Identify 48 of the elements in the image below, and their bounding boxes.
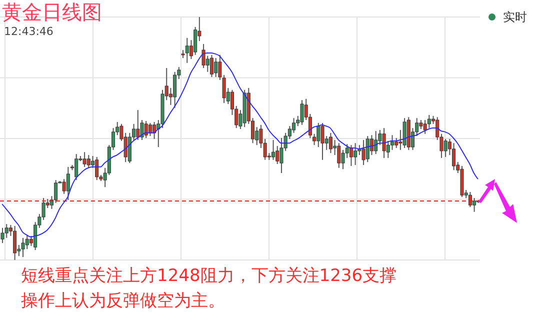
candlestick bbox=[328, 132, 332, 154]
candlestick bbox=[136, 110, 140, 140]
candlestick bbox=[374, 130, 378, 155]
annotation: 12:43:46 bbox=[4, 25, 54, 38]
candlestick bbox=[214, 58, 218, 78]
candlestick bbox=[152, 121, 156, 140]
candlestick bbox=[349, 144, 353, 166]
candlestick bbox=[362, 139, 366, 166]
candlestick bbox=[185, 37, 189, 64]
candlestick bbox=[316, 122, 320, 148]
candlestick bbox=[427, 114, 431, 129]
candlestick bbox=[452, 142, 456, 171]
text: 操作上认为反弹做空为主。 bbox=[21, 290, 226, 313]
candlestick bbox=[144, 120, 148, 139]
candlestick bbox=[95, 156, 99, 181]
candlestick bbox=[148, 122, 152, 137]
chart-title: 黄金日线图 bbox=[2, 0, 102, 24]
candlestick bbox=[86, 154, 90, 168]
candlestick bbox=[173, 71, 177, 108]
candlestick bbox=[382, 128, 386, 158]
candlestick bbox=[292, 118, 296, 134]
text: 短线重点关注上方1248阻力，下方关注1236支撑 bbox=[21, 265, 397, 288]
candlestick bbox=[402, 118, 406, 148]
text: 实时 bbox=[503, 9, 527, 26]
candlestick bbox=[54, 180, 58, 204]
candlestick bbox=[300, 100, 304, 126]
candlestick bbox=[272, 139, 276, 160]
candlestick bbox=[74, 154, 78, 181]
candlestick bbox=[320, 122, 324, 160]
candlestick bbox=[0, 227, 4, 244]
candlestick bbox=[337, 142, 341, 168]
candlestick bbox=[468, 191, 472, 208]
candlestick bbox=[444, 138, 448, 158]
candlestick bbox=[210, 54, 214, 78]
candlestick bbox=[394, 138, 398, 148]
candlestick bbox=[66, 166, 70, 200]
candlestick bbox=[194, 26, 198, 56]
candlestick bbox=[82, 152, 86, 168]
candlestick bbox=[202, 43, 206, 69]
candlestick bbox=[21, 237, 25, 258]
candlestick bbox=[25, 234, 29, 250]
candlestick bbox=[390, 134, 394, 150]
candlestick bbox=[354, 142, 358, 166]
candlestick bbox=[370, 134, 374, 156]
candlestick bbox=[13, 225, 17, 260]
candlestick bbox=[366, 136, 370, 163]
candlestick bbox=[4, 224, 8, 238]
candlestick bbox=[472, 198, 476, 212]
